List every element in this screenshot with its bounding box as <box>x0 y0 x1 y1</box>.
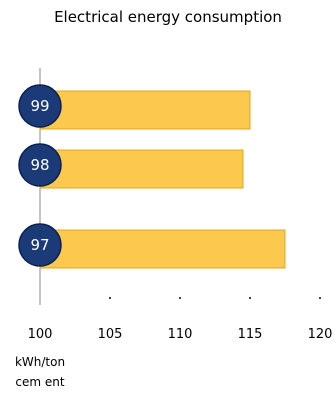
bar-97 <box>39 229 286 269</box>
x-axis-ticks: 100 105 110 115 120 <box>28 297 333 342</box>
year-badge-97 <box>18 223 62 267</box>
year-label-97: 97 <box>30 236 49 254</box>
year-label-99: 99 <box>30 97 49 115</box>
x-tick-label-120: 120 <box>308 327 333 342</box>
bar-98 <box>39 149 244 189</box>
x-tick-label-105: 105 <box>98 327 123 342</box>
bar-99 <box>39 90 251 130</box>
x-tick-mark-110 <box>179 297 181 299</box>
x-tick-mark-115 <box>249 297 251 299</box>
x-axis-unit-label-line-1: kWh/ton <box>15 355 65 369</box>
chart-title: Electrical energy consumption <box>54 8 282 26</box>
x-tick-mark-105 <box>109 297 111 299</box>
x-tick-label-100: 100 <box>28 327 53 342</box>
bars-group: 99 98 97 <box>18 84 286 269</box>
x-tick-label-115: 115 <box>238 327 263 342</box>
x-tick-mark-120 <box>319 297 321 299</box>
x-tick-label-110: 110 <box>168 327 193 342</box>
year-badge-99 <box>18 84 62 128</box>
year-badge-98 <box>18 143 62 187</box>
x-axis-unit-label-line-2: cem ent <box>15 375 64 389</box>
year-label-98: 98 <box>30 156 49 174</box>
